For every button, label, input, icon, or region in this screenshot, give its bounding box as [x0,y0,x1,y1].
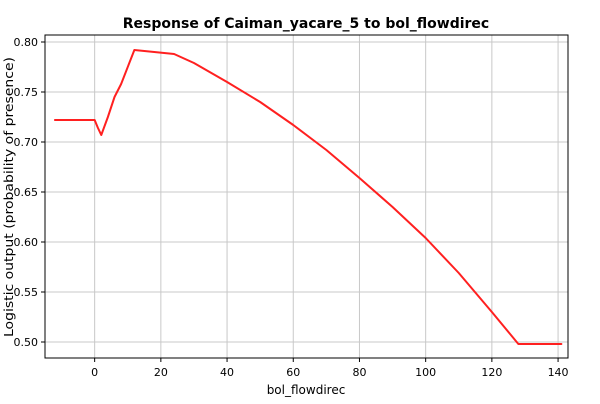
response-curve-line [53,49,563,345]
grid-lines [45,35,568,358]
y-tick-label: 0.70 [14,136,39,149]
plot-frame [44,34,569,359]
x-axis-label: bol_flowdirec [267,383,346,397]
chart-title: Response of Caiman_yacare_5 to bol_flowd… [123,16,489,32]
x-tick-label: 60 [286,366,300,379]
x-tick-label: 140 [548,366,569,379]
x-tick-label: 40 [220,366,234,379]
y-tick-label: 0.50 [14,336,39,349]
x-tick-label: 80 [352,366,366,379]
x-tick-label: 20 [154,366,168,379]
x-tick-label: 0 [91,366,98,379]
y-tick-label: 0.80 [14,36,39,49]
y-tick-label: 0.60 [14,236,39,249]
x-tick-label: 120 [481,366,502,379]
x-tick-label: 100 [415,366,436,379]
axis-ticks: 0 20 40 60 80 100 120 140 0.50 0.55 0.60 0.65 0.70 0.… [14,36,569,379]
y-axis-label: Logistic output (probability of presence… [2,57,16,337]
y-tick-label: 0.55 [14,286,39,299]
series-group [53,49,563,345]
y-tick-label: 0.65 [14,186,39,199]
y-tick-label: 0.75 [14,86,39,99]
